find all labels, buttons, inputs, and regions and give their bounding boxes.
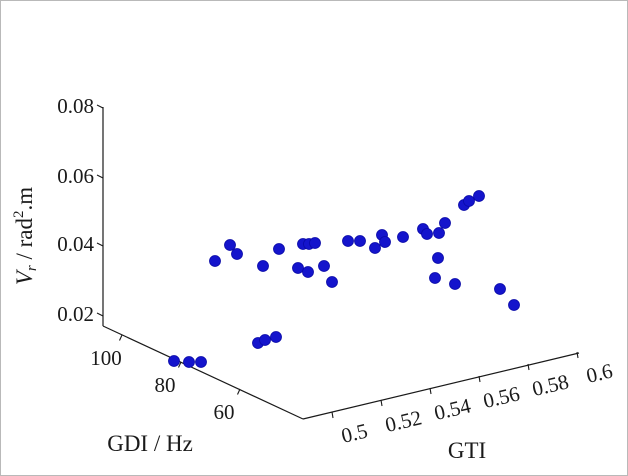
gti-tick-label: 0.5 [339,419,370,448]
data-point [421,228,433,240]
data-point [259,334,271,346]
data-point [224,239,236,251]
z-tick-label: 0.08 [57,94,94,118]
vr-axis-title: Vr / rad2.m [11,187,40,285]
gti-tick-label: 0.6 [584,359,615,388]
data-point [326,276,338,288]
gti-axis-line [302,352,580,420]
z-tick-label: 0.06 [57,164,94,188]
z-tick-mark [96,104,104,109]
gti-tick-label: 0.56 [481,381,522,413]
gti-tick-mark [429,387,432,395]
data-point [354,235,366,247]
gdi-axis-line [102,325,304,420]
gdi-tick-mark [177,361,182,368]
gti-tick-label: 0.58 [530,369,571,401]
data-point [209,255,221,267]
data-point [397,231,409,243]
gti-tick-mark [331,411,334,419]
data-point [273,243,285,255]
data-point [369,242,381,254]
gdi-tick-label: 60 [214,400,235,424]
data-point [494,283,506,295]
gti-tick-mark [576,351,579,359]
gti-tick-mark [478,375,481,383]
data-point [433,227,445,239]
data-point [302,266,314,278]
data-point [342,235,354,247]
data-point [183,356,195,368]
z-tick-mark [96,242,104,247]
data-points [168,190,520,368]
data-point [231,248,243,260]
data-point [432,252,444,264]
gti-tick-label: 0.52 [383,405,424,437]
axis-lines [102,107,580,420]
data-point [473,190,485,202]
data-point [449,278,461,290]
z-tick-label: 0.04 [57,232,94,256]
data-point [292,262,304,274]
gdi-tick-label: 80 [155,373,176,397]
data-point [270,331,282,343]
z-tick-mark [96,174,104,179]
z-tick-mark [96,312,104,317]
data-point [168,355,180,367]
data-point [429,272,441,284]
data-point [195,356,207,368]
gdi-tick-mark [118,334,123,341]
gdi-tick-mark [236,388,241,395]
gti-tick-mark [380,399,383,407]
data-point [257,260,269,272]
data-point [463,195,475,207]
gti-axis-title: GTI [448,438,486,463]
z-tick-label: 0.02 [57,302,94,326]
gti-tick-mark [527,363,530,371]
data-point [379,236,391,248]
tick-marks [96,104,579,419]
data-point [318,260,330,272]
gti-tick-label: 0.54 [432,393,474,425]
data-point [508,299,520,311]
data-point [309,237,321,249]
gdi-tick-label: 100 [90,346,122,370]
data-point [439,217,451,229]
gdi-axis-title: GDI / Hz [107,431,193,456]
